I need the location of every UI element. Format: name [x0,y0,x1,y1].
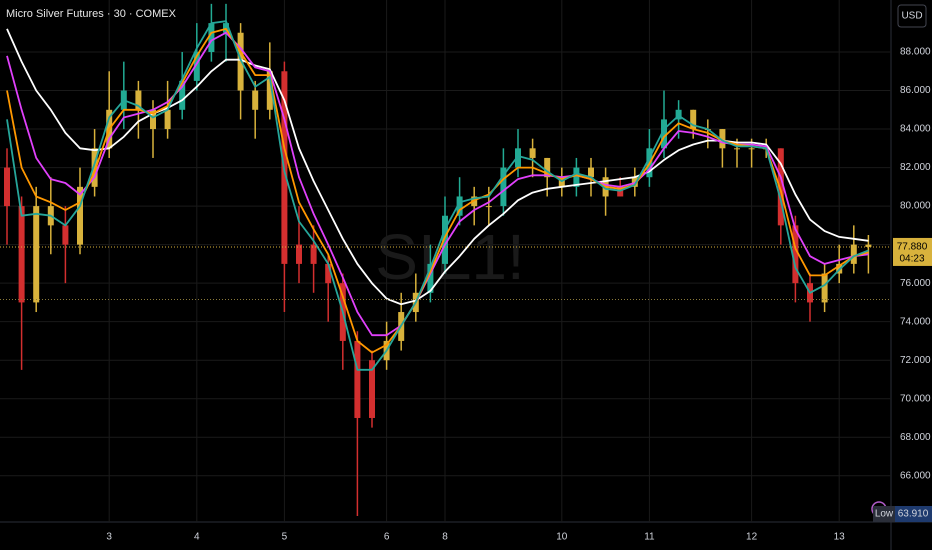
y-tick-label: 80.000 [900,201,931,212]
candle-body [734,148,740,150]
candle-body [777,148,784,226]
candle-body [33,206,40,303]
y-tick-label: 68.000 [900,432,931,443]
candle-body [485,206,492,208]
candle-body [500,167,507,207]
y-tick-label: 66.000 [900,470,931,481]
candle-body [369,360,375,418]
y-tick-label: 84.000 [900,124,931,135]
low-label-box [873,506,895,522]
candle-body [150,109,156,130]
y-tick-label: 70.000 [900,393,931,404]
candle-body [310,244,317,264]
moving-averages [0,20,891,371]
candle-body [617,186,624,197]
candle-body [792,225,799,284]
low-label: Low [875,509,894,520]
x-tick-label: 11 [644,532,655,543]
axes: 66.00068.00070.00072.00074.00076.00078.0… [106,47,932,543]
candle-body [748,148,755,150]
candle-body [865,244,872,247]
candle-body [719,129,726,149]
candle-body [558,177,565,187]
watermark: SIL1! [375,221,524,293]
candle-body [821,273,828,303]
candle-body [266,71,273,110]
y-tick-label: 82.000 [900,162,931,173]
candle-body [4,167,10,207]
candle-body [442,215,448,264]
candle-body [588,167,594,178]
candle-body [179,80,186,110]
candle-body [544,157,551,178]
x-tick-label: 5 [282,532,288,543]
y-tick-label: 72.000 [900,355,931,366]
x-tick-label: 4 [194,532,200,543]
candle-body [661,119,667,149]
candle-body [354,340,361,418]
candle-body [675,109,682,120]
y-tick-label: 74.000 [900,316,931,327]
candle-body [325,263,332,284]
candle-body [573,167,580,187]
candle-body [296,244,302,264]
x-tick-label: 10 [556,532,568,543]
currency[interactable]: USD [901,11,922,22]
moving-average-line [6,20,869,371]
last-price-label: 77.880 [897,242,928,253]
y-tick-label: 76.000 [900,278,931,289]
y-tick-label: 88.000 [900,47,931,58]
x-tick-label: 6 [384,532,390,543]
x-tick-label: 3 [106,532,112,543]
low-value-label: 63.910 [898,509,929,520]
countdown-label: 04:23 [899,254,924,265]
candle-body [529,148,536,158]
x-tick-label: 12 [746,532,758,543]
candle-body [237,32,244,91]
candle-body [18,206,25,303]
candle-body [208,23,215,53]
moving-average-line [6,31,869,337]
x-tick-label: 8 [442,532,448,543]
y-tick-label: 86.000 [900,85,931,96]
x-tick-label: 13 [834,532,846,543]
candle-body [427,263,434,293]
candle-body [62,225,69,245]
candle-body [223,23,229,33]
candle-body [456,196,463,216]
chart-title: Micro Silver Futures · 30 · COMEX [6,8,177,20]
candle-body [164,109,171,130]
last-price-box [893,237,932,266]
candle-body [135,90,142,110]
candle-body [252,90,259,110]
currency-box[interactable] [897,4,927,28]
candle-body [690,109,697,130]
low-value-box [895,506,932,522]
candle-body [515,148,521,168]
candle-body [850,244,857,264]
candle-body [91,148,98,187]
candle-body [193,52,200,81]
candle-body [77,186,83,245]
